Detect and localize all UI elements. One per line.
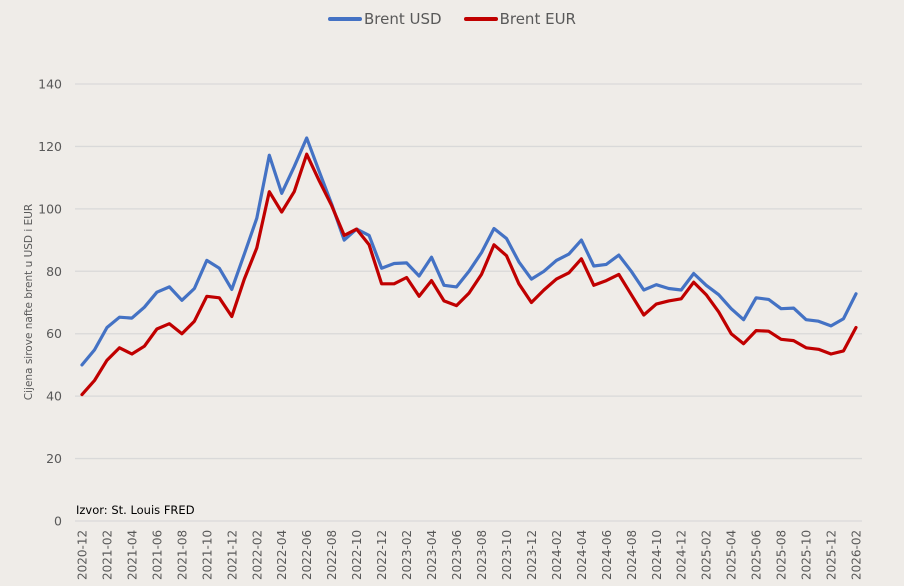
source-note: Izvor: St. Louis FRED	[76, 503, 195, 517]
legend-label-eur: Brent EUR	[499, 10, 576, 28]
x-tick-label: 2025-12	[825, 530, 839, 580]
x-tick-label: 2023-08	[475, 530, 489, 580]
x-tick-label: 2022-02	[250, 530, 264, 580]
x-tick-label: 2024-12	[675, 530, 689, 580]
x-tick-label: 2024-08	[625, 530, 639, 580]
x-tick-label: 2023-10	[500, 530, 514, 580]
x-tick-label: 2023-12	[525, 530, 539, 580]
legend-item-brent-eur: Brent EUR	[463, 10, 576, 28]
x-tick-label: 2021-08	[175, 530, 189, 580]
x-tick-label: 2021-02	[100, 530, 114, 580]
x-tick-label: 2025-08	[775, 530, 789, 580]
x-tick-label: 2020-12	[76, 530, 90, 580]
gridlines	[75, 83, 862, 522]
x-tick-label: 2026-02	[850, 530, 864, 580]
y-tick-label: 60	[46, 326, 62, 341]
y-tick-labels: 0 20 40 60 80 100 120 140	[38, 77, 62, 529]
x-tick-label: 2023-04	[425, 530, 439, 580]
series-lines	[80, 136, 858, 397]
x-tick-label: 2025-06	[750, 530, 764, 580]
x-tick-label: 2022-04	[275, 530, 289, 580]
legend-swatch-usd	[328, 17, 362, 21]
legend-swatch-eur	[463, 17, 498, 21]
y-tick-label: 140	[38, 77, 62, 92]
y-tick-label: 0	[54, 514, 62, 529]
x-tick-label: 2022-06	[300, 530, 314, 580]
x-tick-label: 2022-10	[350, 530, 364, 580]
x-tick-label: 2021-10	[200, 530, 214, 580]
y-tick-label: 100	[38, 201, 62, 216]
legend: Brent USD Brent EUR	[0, 10, 904, 28]
legend-label-usd: Brent USD	[364, 10, 442, 28]
x-tick-label: 2025-02	[700, 530, 714, 580]
x-tick-label: 2022-08	[325, 530, 339, 580]
series-line-brent-eur	[80, 152, 858, 397]
x-tick-label: 2023-06	[450, 530, 464, 580]
y-tick-label: 20	[46, 451, 62, 466]
y-axis-label: Cijena sirove nafte brent u USD i EUR	[23, 203, 35, 401]
x-tick-labels: 2020-12 2021-02 2021-04 2021-06 2021-08 2021-…	[76, 530, 864, 580]
x-tick-label: 2021-04	[125, 530, 139, 580]
x-tick-label: 2023-02	[400, 530, 414, 580]
series-line-brent-usd	[80, 136, 858, 367]
x-tick-label: 2024-06	[600, 530, 614, 580]
y-tick-label: 120	[38, 139, 62, 154]
legend-item-brent-usd: Brent USD	[328, 10, 442, 28]
x-tick-label: 2021-06	[150, 530, 164, 580]
x-tick-label: 2025-04	[725, 530, 739, 580]
y-tick-label: 80	[46, 264, 62, 279]
x-tick-label: 2021-12	[225, 530, 239, 580]
x-tick-label: 2024-04	[575, 530, 589, 580]
x-tick-label: 2022-12	[375, 530, 389, 580]
y-tick-label: 40	[46, 389, 62, 404]
x-tick-label: 2024-02	[550, 530, 564, 580]
x-tick-label: 2024-10	[650, 530, 664, 580]
x-tick-label: 2025-10	[800, 530, 814, 580]
